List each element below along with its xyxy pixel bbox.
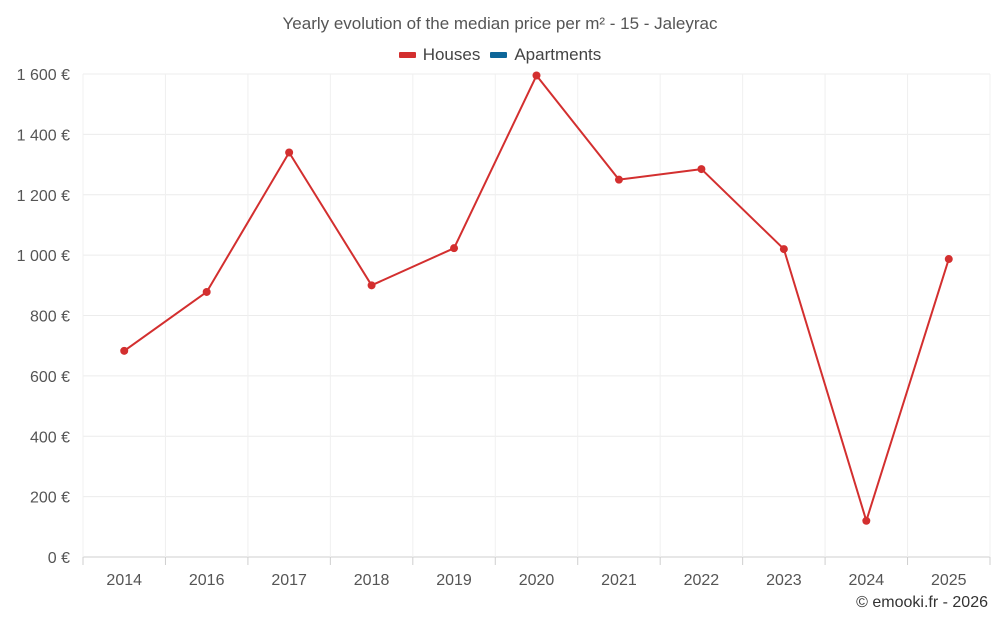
x-tick-label: 2021 (601, 572, 637, 589)
y-tick-label: 0 € (48, 550, 70, 567)
x-tick-label: 2016 (189, 572, 225, 589)
copyright-credit: © emooki.fr - 2026 (856, 594, 988, 611)
data-point (697, 165, 706, 174)
x-tick-label: 2025 (931, 572, 967, 589)
legend-label-apartments: Apartments (514, 45, 602, 64)
legend: Houses Apartments (0, 45, 1000, 65)
x-tick-label: 2018 (354, 572, 390, 589)
y-tick-label: 800 € (30, 309, 70, 326)
y-tick-label: 1 000 € (17, 248, 70, 265)
data-point (614, 175, 623, 184)
x-tick-label: 2020 (519, 572, 555, 589)
y-tick-label: 400 € (30, 429, 70, 446)
legend-item-apartments[interactable]: Apartments (490, 45, 601, 65)
y-tick-label: 200 € (30, 490, 70, 507)
y-tick-label: 600 € (30, 369, 70, 386)
data-point (450, 244, 459, 253)
data-point (532, 71, 541, 80)
legend-item-houses[interactable]: Houses (398, 45, 481, 65)
legend-swatch-apartments (490, 52, 508, 58)
data-point (862, 516, 871, 525)
x-tick-label: 2014 (106, 572, 142, 589)
x-tick-label: 2017 (271, 572, 307, 589)
chart-title: Yearly evolution of the median price per… (282, 14, 718, 33)
data-point (285, 148, 294, 157)
legend-label-houses: Houses (422, 45, 481, 64)
data-point (944, 255, 953, 264)
x-tick-label: 2024 (849, 572, 885, 589)
x-tick-label: 2022 (684, 572, 720, 589)
data-point (120, 346, 129, 355)
x-tick-label: 2023 (766, 572, 802, 589)
y-tick-label: 1 200 € (17, 188, 70, 205)
legend-swatch-houses (398, 52, 416, 58)
x-tick-label: 2019 (436, 572, 472, 589)
data-point (779, 245, 788, 254)
y-tick-label: 1 400 € (17, 127, 70, 144)
data-point (367, 281, 376, 290)
data-point (202, 287, 211, 296)
y-tick-label: 1 600 € (17, 67, 70, 84)
